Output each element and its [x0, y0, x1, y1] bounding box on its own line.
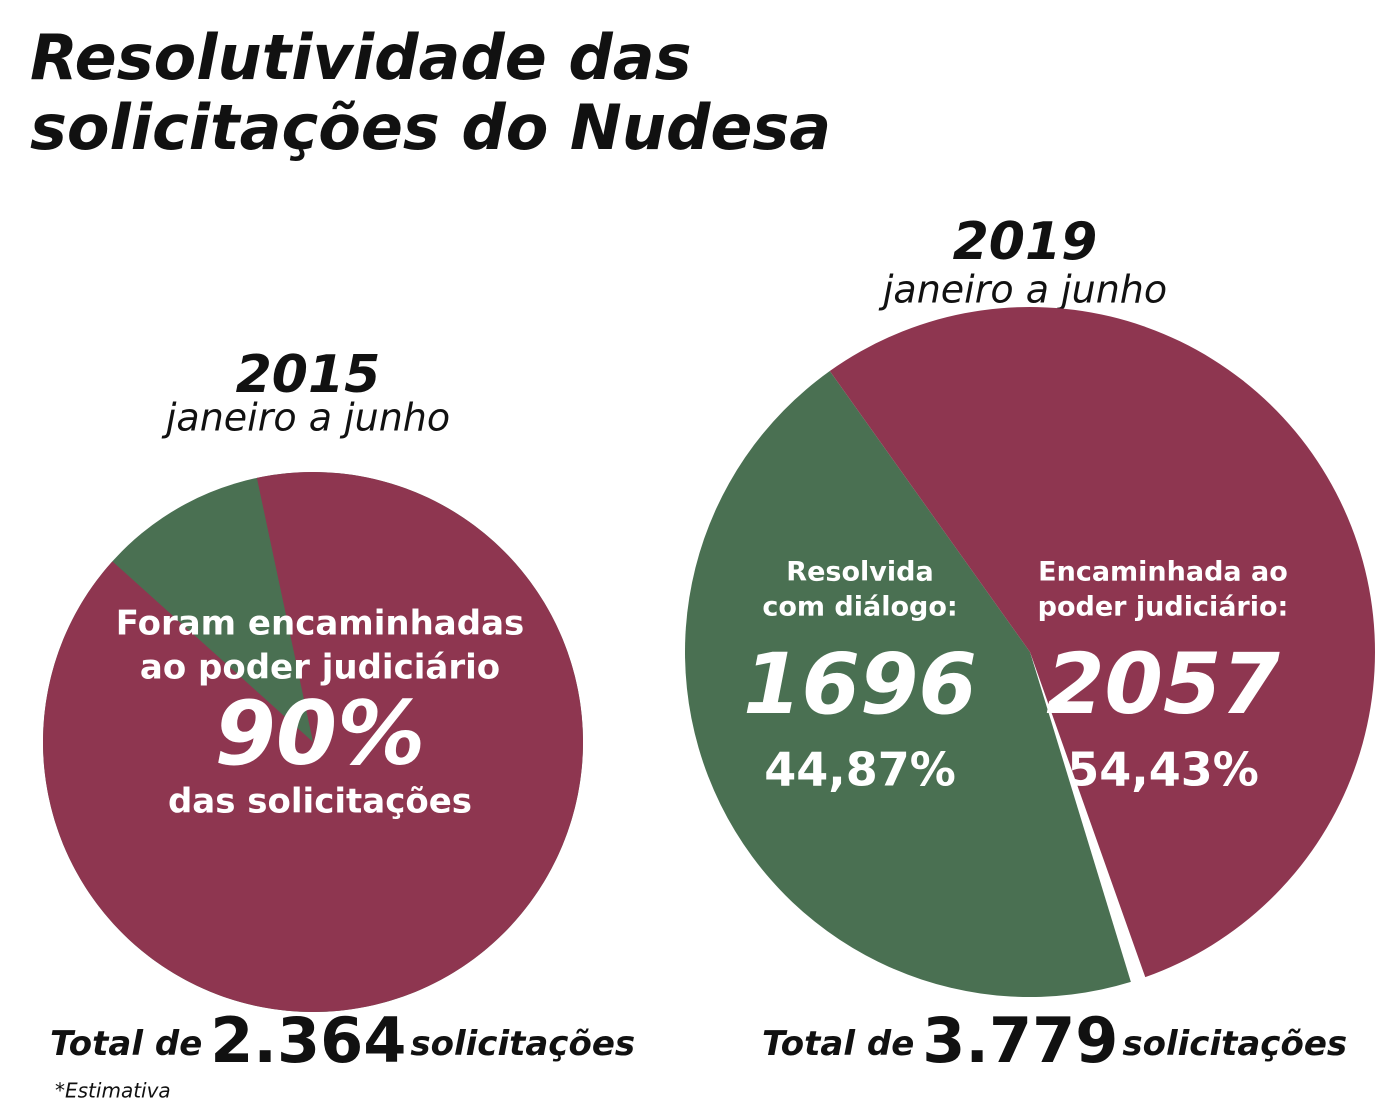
pie-annotation: ao poder judiciário — [140, 648, 500, 688]
pie-period: janeiro a junho — [878, 268, 1167, 312]
total-value: 2.364 — [210, 1004, 406, 1077]
count-label: 1696 — [743, 635, 977, 733]
total: Total de 2.364 solicitações — [50, 1004, 635, 1077]
total-prefix: Total de — [50, 1024, 202, 1064]
category-label: com diálogo: — [762, 592, 957, 623]
value-label: 54,43% — [1067, 743, 1259, 797]
count-label: 2057 — [1046, 635, 1280, 733]
pie-annotation: das solicitações — [168, 782, 472, 822]
total-suffix: solicitações — [1122, 1024, 1347, 1064]
pie-period: janeiro a junho — [161, 396, 450, 440]
pie-year: 2019 — [953, 212, 1098, 272]
footnote: *Estimativa — [55, 1079, 171, 1103]
total-value: 3.779 — [922, 1004, 1118, 1077]
title: Resolutividade das — [30, 21, 692, 94]
value-label: 90% — [215, 682, 426, 785]
category-label: poder judiciário: — [1038, 592, 1289, 623]
total-suffix: solicitações — [410, 1024, 635, 1064]
total: Total de 3.779 solicitações — [762, 1004, 1347, 1077]
value-label: 44,87% — [764, 743, 956, 797]
pie-slice — [42, 472, 584, 1012]
total-prefix: Total de — [762, 1024, 914, 1064]
category-label: Resolvida — [786, 557, 933, 588]
pie-slice — [684, 371, 1131, 998]
category-label: Encaminhada ao — [1038, 557, 1288, 588]
pie-year: 2015 — [236, 345, 381, 405]
pie-annotation: Foram encaminhadas — [116, 604, 525, 644]
pie-slice — [829, 307, 1375, 978]
title: solicitações do Nudesa — [30, 91, 831, 164]
